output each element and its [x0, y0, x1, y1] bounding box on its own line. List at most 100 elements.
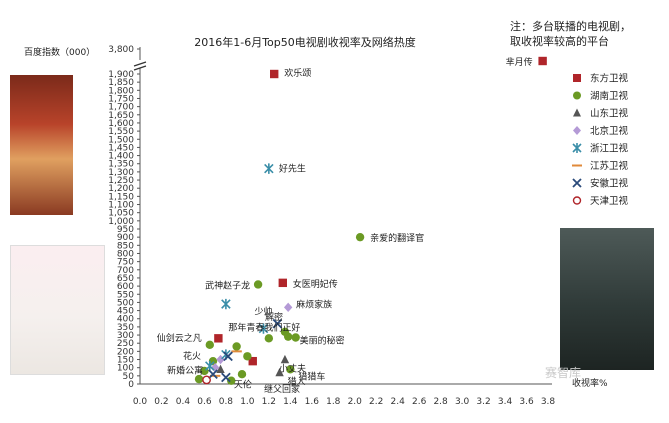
data-label: 好先生: [279, 163, 306, 175]
data-point: [573, 91, 581, 100]
chart-title: 2016年1-6月Top50电视剧收视率及网络热度: [194, 35, 416, 49]
data-point: [194, 374, 204, 384]
data-label: 少帅: [254, 306, 272, 318]
data-point: [243, 352, 252, 361]
x-tick-label: 2.6: [412, 397, 427, 407]
legend-entry: 天津卫视: [590, 195, 629, 207]
y-tick-label: 1,550: [108, 127, 134, 137]
y-tick-label: 1,700: [108, 103, 134, 113]
y-tick-label: 500: [117, 298, 134, 308]
poster-fan-yi-guan: [10, 245, 105, 375]
data-label: 女医明妃传: [293, 278, 338, 290]
legend-entry: 安徽卫视: [590, 178, 629, 190]
x-tick-label: 0.4: [176, 397, 191, 407]
x-tick-label: 1.2: [262, 397, 276, 407]
data-point: [221, 298, 231, 310]
data-point: [283, 302, 293, 313]
y-tick-label: 750: [117, 258, 134, 268]
x-tick-label: 3.0: [455, 397, 470, 407]
data-point: [205, 360, 215, 372]
y-axis-break-mark: [133, 61, 147, 71]
data-label: 天伦: [234, 378, 252, 390]
y-tick-label: 550: [117, 290, 134, 300]
note-line-1: 注：多台联播的电视剧，: [510, 19, 631, 33]
data-point: [223, 351, 233, 362]
data-label: 新婚公寓: [167, 365, 203, 377]
data-point: [264, 163, 274, 174]
y-tick-label: 1,500: [108, 135, 134, 145]
legend-entry: 江苏卫视: [590, 160, 629, 172]
y-tick-label: 800: [117, 249, 134, 259]
y-tick-label: 650: [117, 274, 134, 284]
y-tick-label: 900: [117, 233, 134, 243]
x-tick-label: 2.4: [391, 397, 406, 407]
y-tick-label: 950: [117, 225, 134, 235]
y-tick-label: 1,350: [108, 160, 134, 170]
note-line-2: 取收视率较高的平台: [510, 34, 609, 48]
data-label: 武神赵子龙: [205, 279, 250, 291]
data-point: [214, 334, 223, 343]
x-tick-label: 3.2: [476, 397, 490, 407]
legend-entry: 东方卫视: [590, 73, 629, 85]
legend-entry: 山东卫视: [590, 108, 629, 120]
x-tick-label: 0.8: [219, 397, 234, 407]
data-point: [572, 178, 582, 188]
x-tick-label: 1.6: [305, 397, 320, 407]
y-tick-label: 1,200: [108, 184, 134, 194]
data-point: [264, 334, 274, 343]
y-tick-label: 1,850: [108, 78, 134, 88]
data-point: [221, 372, 231, 383]
data-point: [202, 375, 211, 385]
x-tick-label: 3.8: [541, 397, 556, 407]
x-tick-label: 2.2: [369, 397, 383, 407]
y-tick-label: 150: [117, 356, 134, 366]
poster-jie-mi: [560, 228, 654, 370]
data-point: [237, 370, 247, 379]
data-point: [208, 369, 218, 380]
legend-entry: 湖南卫视: [590, 90, 629, 102]
y-tick-label: 50: [123, 372, 135, 382]
y-tick-label: 1,000: [108, 217, 134, 227]
data-label: 那年青春我们正好: [228, 321, 300, 333]
x-tick-label: 1.0: [240, 397, 255, 407]
y-tick-label: 700: [117, 266, 134, 276]
x-tick-label: 3.4: [498, 397, 513, 407]
y-tick-label: 1,650: [108, 111, 134, 121]
y-tick-label: 850: [117, 241, 134, 251]
x-tick-label: 1.4: [283, 397, 298, 407]
x-tick-label: 3.6: [519, 397, 534, 407]
x-tick-label: 0.0: [133, 397, 148, 407]
y-tick-label: 350: [117, 323, 134, 333]
y-tick-label: 1,800: [108, 86, 134, 96]
y-tick-label: 450: [117, 307, 134, 317]
data-label: 芈月传: [506, 56, 533, 68]
y-axis-label: 百度指数（000）: [24, 46, 95, 58]
data-point: [258, 323, 269, 334]
y-tick-label: 1,400: [108, 152, 134, 162]
data-label: 欢乐颂: [284, 67, 311, 79]
x-tick-label: 2.0: [348, 397, 363, 407]
x-tick-label: 0.6: [197, 397, 212, 407]
x-tick-label: 2.8: [433, 397, 448, 407]
data-label: 美丽的秘密: [300, 335, 345, 347]
data-point: [210, 362, 220, 373]
data-point: [291, 333, 300, 342]
data-point: [253, 280, 263, 289]
y-tick-label: 1,900: [108, 70, 134, 80]
data-label: 花火: [183, 350, 201, 362]
data-marks: [194, 56, 547, 385]
y-tick-label: 1,450: [108, 143, 134, 153]
legend-entry: 浙江卫视: [590, 143, 629, 155]
y-tick-label: 300: [117, 331, 134, 341]
data-point: [572, 196, 582, 205]
y-tick-label: 3,800: [108, 45, 134, 55]
x-tick-label: 1.8: [326, 397, 341, 407]
x-tick-label: 0.2: [154, 397, 168, 407]
data-label: 继父回家: [264, 383, 300, 395]
data-point: [280, 354, 290, 364]
y-tick-label: 1,050: [108, 209, 134, 219]
data-point: [227, 376, 236, 385]
data-point: [355, 232, 365, 242]
